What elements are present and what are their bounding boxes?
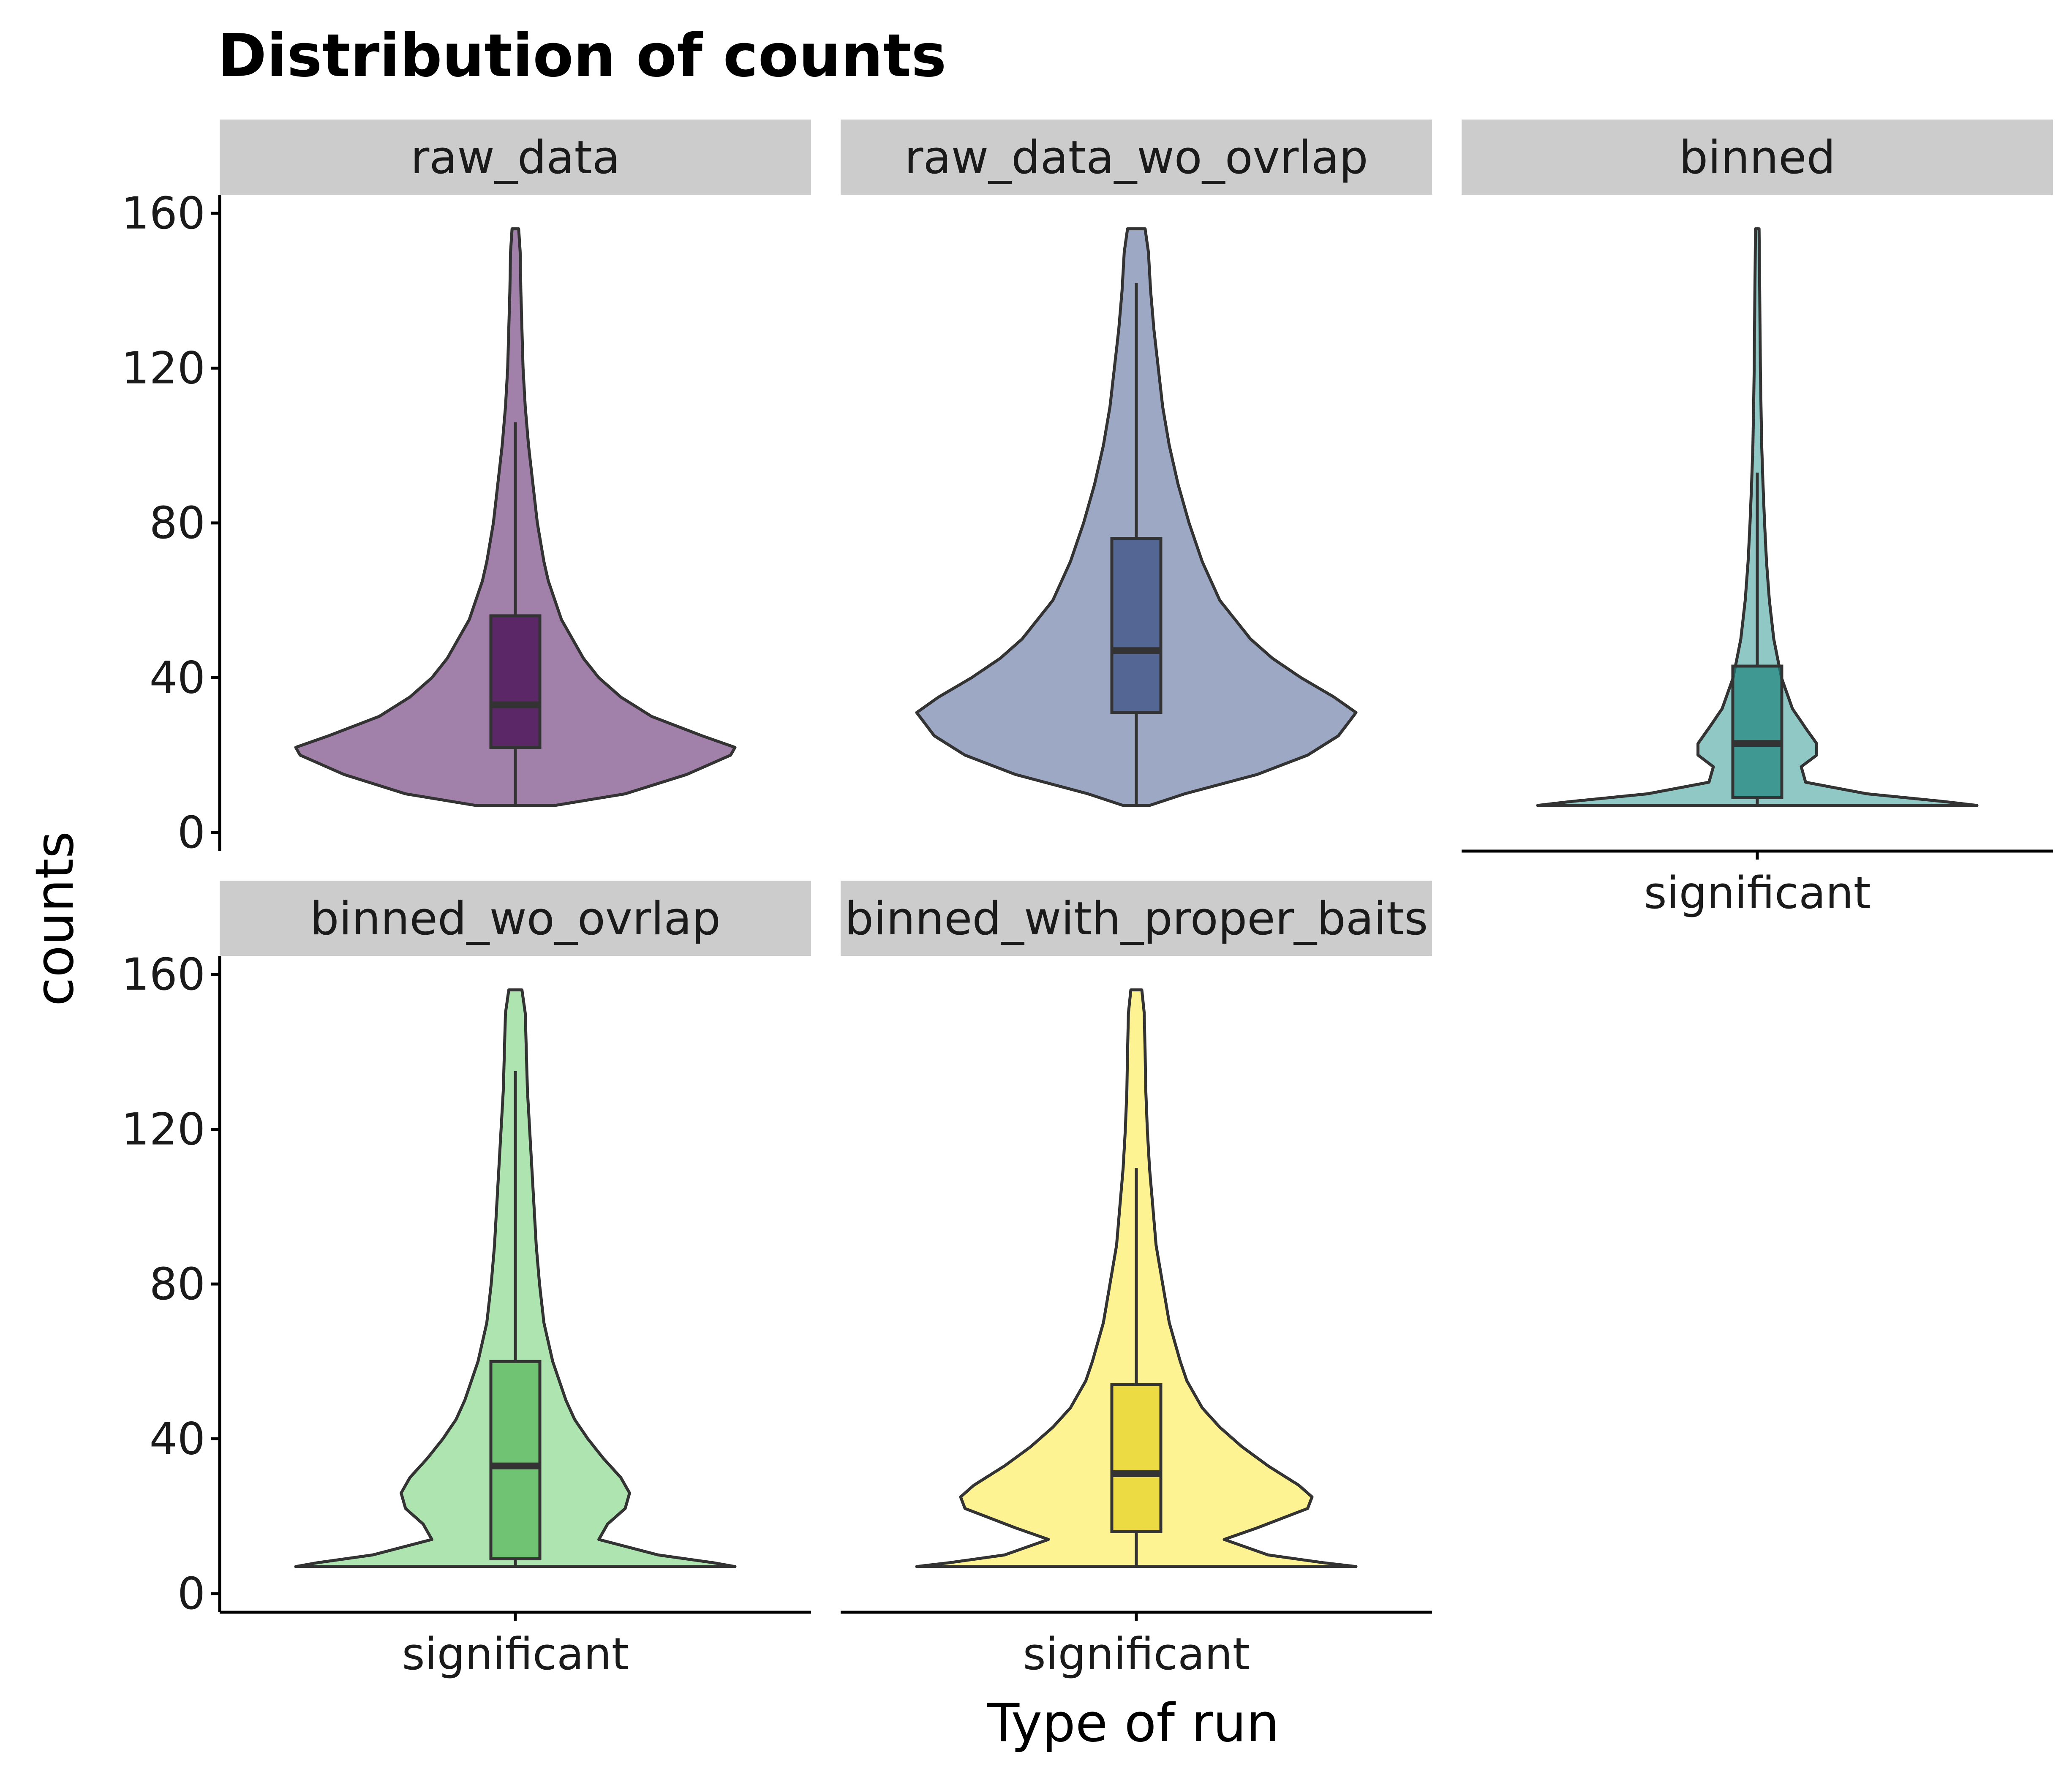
y-tick-label: 0 [177,807,205,858]
x-tick-label: significant [1644,867,1871,919]
panel-binned-wo-ovrlap: binned_wo_ovrlap 0 40 80 120 160 significant [121,881,811,1680]
y-tick-label: 120 [121,1103,205,1155]
x-axis-title: Type of run [987,1693,1279,1754]
y-tick-label: 80 [150,1258,205,1310]
y-tick-label: 40 [150,652,205,704]
strip-label: binned [1679,131,1835,184]
y-tick-label: 40 [150,1413,205,1465]
chart-title: Distribution of counts [218,22,946,90]
strip-background [841,881,1432,956]
panel-raw-data: raw_data 0 40 80 120 160 [121,120,811,858]
y-tick-label: 160 [121,188,205,239]
box-iqr [1110,537,1163,714]
y-axis-title: counts [25,831,85,1006]
strip-label: raw_data_wo_ovrlap [904,131,1368,184]
y-tick-label: 0 [177,1568,205,1619]
strip-background [1462,120,2053,195]
box-iqr [489,1360,542,1561]
panel-binned-with-proper-baits: binned_with_proper_baits significant [841,881,1432,1680]
y-tick-label: 160 [121,949,205,1000]
strip-background [220,881,811,956]
strip-label: raw_data [411,131,620,184]
box-iqr [1110,1383,1163,1533]
x-tick-label: significant [1023,1628,1250,1680]
panel-raw-data-wo-ovrlap: raw_data_wo_ovrlap [841,120,1432,807]
y-tick-label: 80 [150,497,205,549]
box-iqr [489,614,542,749]
strip-background [841,120,1432,195]
strip-background [220,120,811,195]
panel-binned: binned significant [1462,120,2053,919]
box-iqr [1731,664,1783,800]
x-tick-label: significant [402,1628,629,1680]
y-tick-label: 120 [121,342,205,394]
strip-label: binned_wo_ovrlap [310,892,721,945]
strip-label: binned_with_proper_baits [844,892,1428,945]
